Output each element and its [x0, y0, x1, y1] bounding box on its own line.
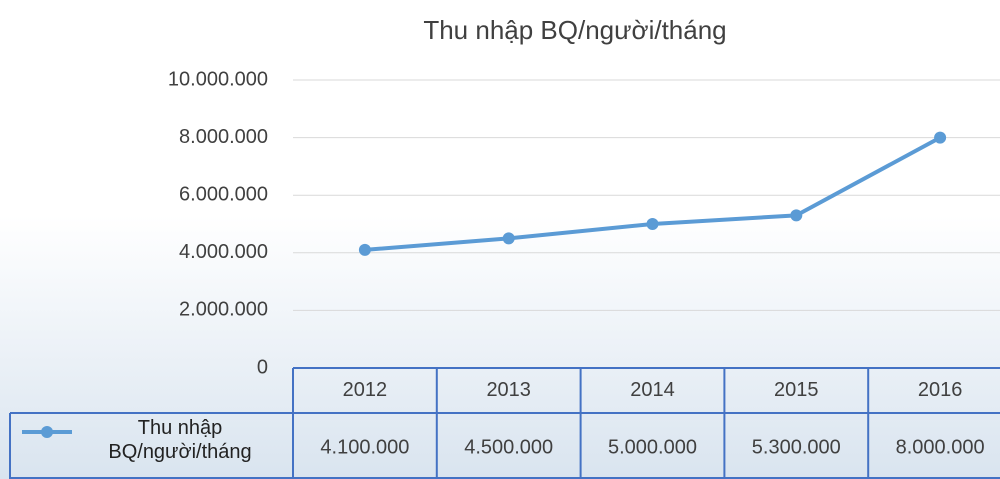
legend-label: Thu nhập BQ/người/tháng [108, 417, 252, 463]
x-tick-label: 2016 [918, 379, 963, 401]
x-tick-label: 2013 [486, 379, 531, 401]
y-tick-label: 4.000.000 [179, 241, 268, 263]
y-tick-label: 10.000.000 [168, 68, 268, 90]
data-label: 5.300.000 [752, 436, 841, 458]
y-tick-label: 6.000.000 [179, 183, 268, 205]
y-tick-label: 2.000.000 [179, 299, 268, 321]
x-tick-label: 2014 [630, 379, 675, 401]
data-point [502, 232, 515, 245]
y-tick-label: 0 [257, 356, 268, 378]
x-tick-label: 2012 [343, 379, 388, 401]
data-point [646, 218, 659, 230]
series-line [364, 135, 942, 252]
y-tick-label: 8.000.000 [179, 126, 268, 148]
data-label: 5.000.000 [608, 436, 697, 458]
data-point [934, 131, 947, 144]
data-point [358, 243, 371, 256]
data-label: 4.100.000 [320, 436, 409, 458]
data-label: 8.000.000 [896, 436, 985, 458]
x-tick-label: 2015 [774, 379, 819, 401]
legend-marker [41, 426, 53, 438]
data-point [790, 209, 803, 222]
data-label: 4.500.000 [464, 436, 553, 458]
chart-title: Thu nhập BQ/người/tháng [423, 15, 726, 45]
